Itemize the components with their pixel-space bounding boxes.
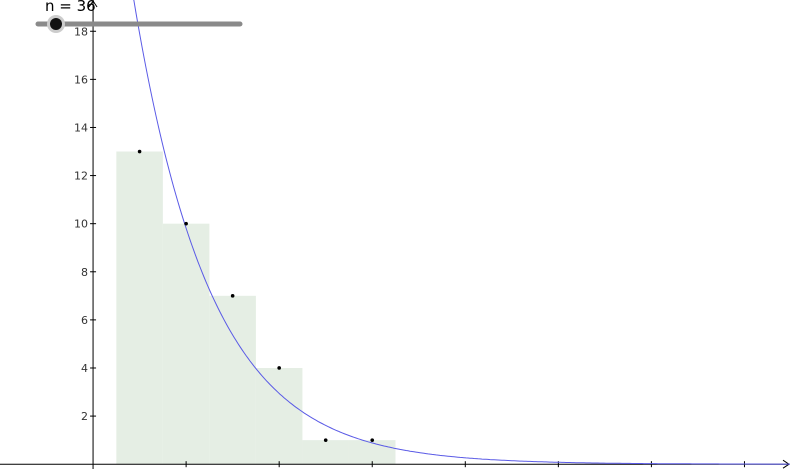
data-point-3 [230, 294, 235, 298]
fitted-curve [133, 0, 790, 465]
histogram-bars [116, 151, 396, 465]
bar-4 [255, 367, 303, 465]
data-point-4 [277, 366, 281, 370]
data-point-5 [323, 438, 328, 442]
bar-6 [348, 440, 396, 465]
data-points [137, 149, 375, 442]
axis-ticks: 2468101214246810121416180 [74, 25, 745, 468]
y-tick-label: 2 [81, 410, 88, 423]
slider-knob[interactable] [50, 18, 62, 30]
slider-label: n = 36 [45, 0, 96, 15]
y-tick-label: 12 [74, 170, 88, 183]
bar-5 [302, 440, 349, 465]
y-tick-label: 6 [81, 314, 88, 327]
data-point-2 [184, 221, 188, 226]
bar-1 [116, 151, 163, 465]
y-tick-label: 18 [74, 25, 88, 38]
data-point-6 [370, 438, 375, 442]
y-tick-label: 10 [74, 218, 88, 231]
bar-3 [209, 295, 256, 465]
y-tick-label: 4 [81, 362, 88, 375]
y-tick-label: 8 [81, 266, 88, 279]
slider-n[interactable]: n = 36 [35, 0, 243, 33]
y-axis-arrow [88, 0, 98, 8]
y-tick-label: 16 [74, 73, 88, 86]
y-tick-label: 14 [74, 121, 88, 134]
data-point-1 [137, 149, 142, 154]
bar-2 [162, 223, 210, 465]
